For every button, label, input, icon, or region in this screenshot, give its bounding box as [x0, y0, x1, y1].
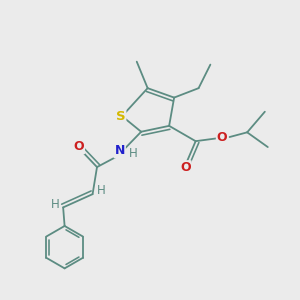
Text: H: H	[129, 147, 138, 160]
Text: H: H	[50, 198, 59, 211]
Text: O: O	[180, 161, 190, 174]
Text: O: O	[217, 131, 227, 144]
Text: O: O	[74, 140, 84, 153]
Text: H: H	[97, 184, 105, 197]
Text: S: S	[116, 110, 125, 123]
Text: N: N	[115, 144, 125, 158]
